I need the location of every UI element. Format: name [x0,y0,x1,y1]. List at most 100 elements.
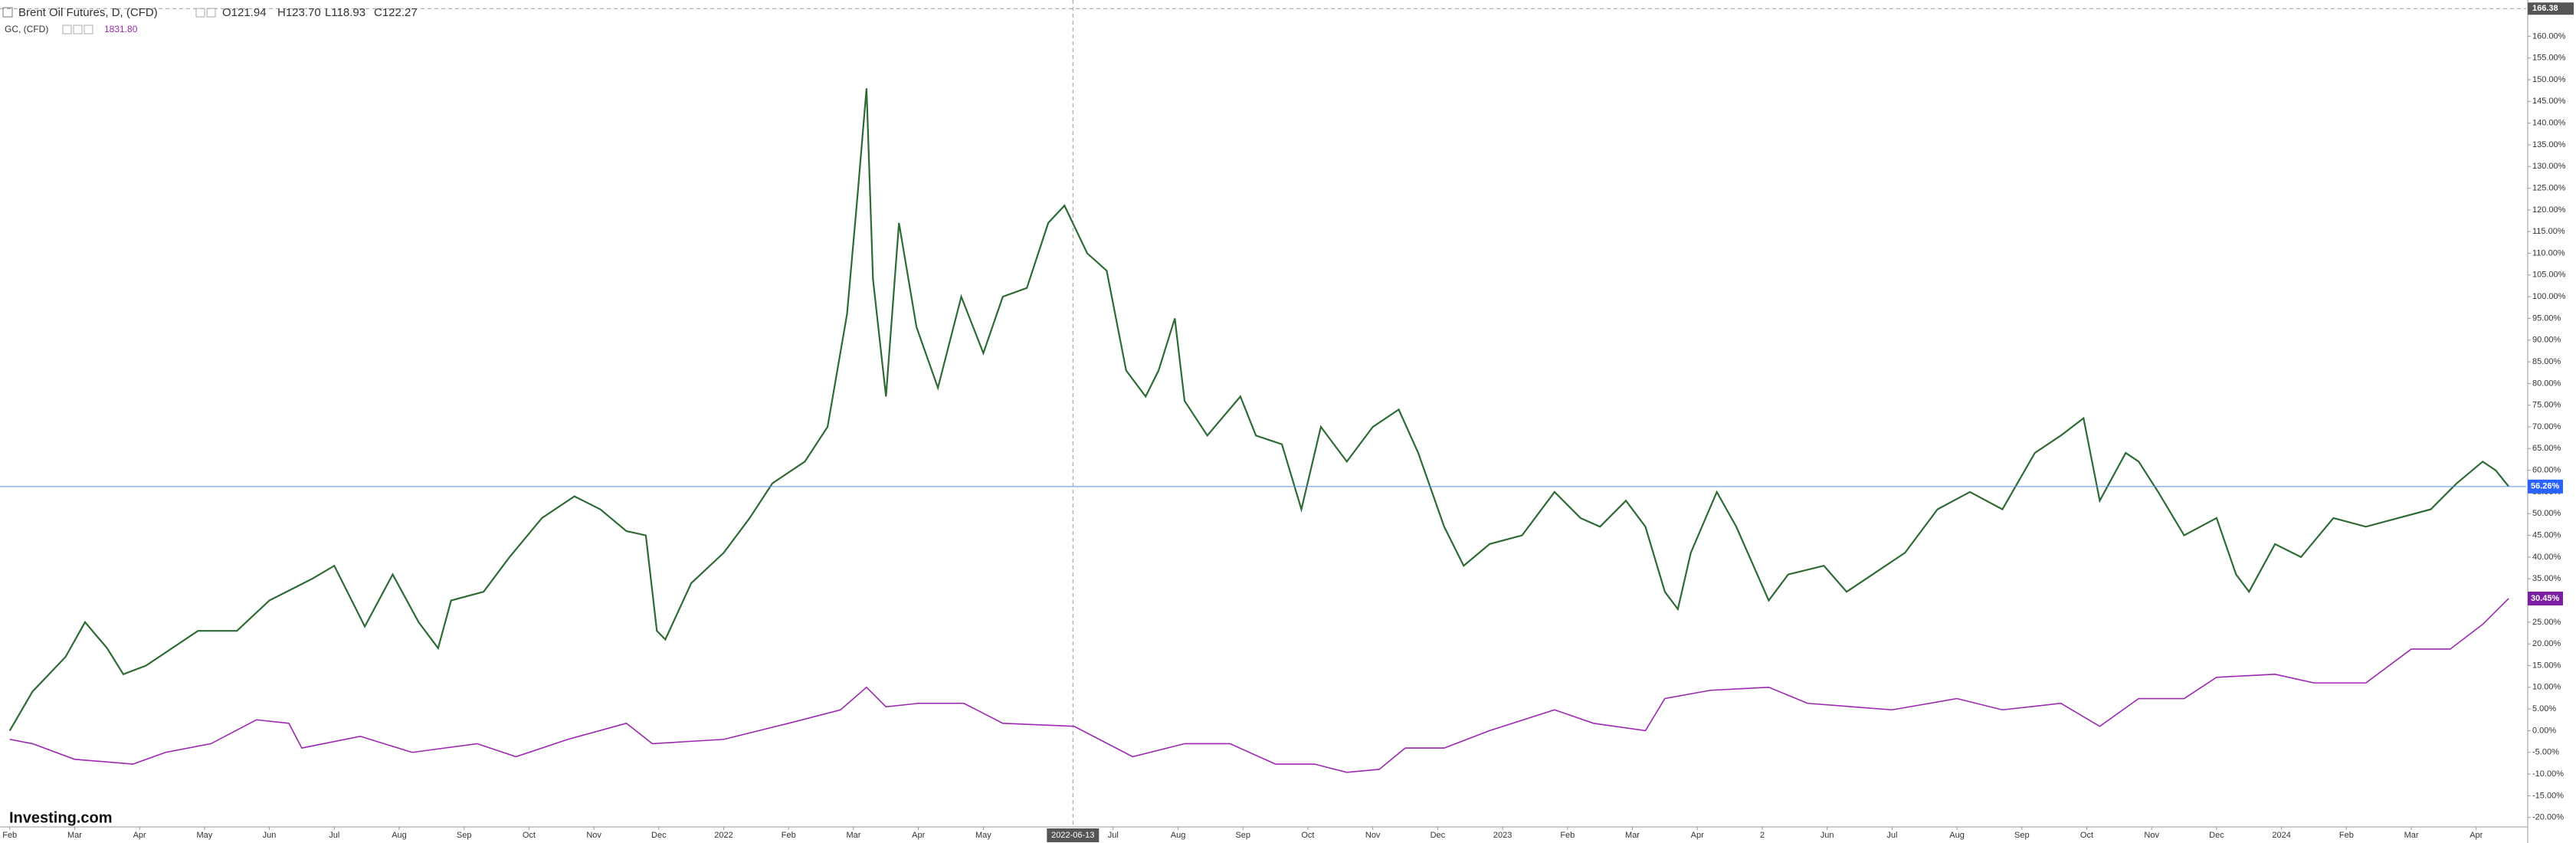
y-tick-label: -10.00% [2532,769,2564,779]
y-tick-label: 100.00% [2532,292,2566,301]
x-tick-label: Mar [1625,831,1640,840]
crosshair-y-label: 166.38 [2532,4,2558,13]
x-tick-label: Feb [2339,831,2354,840]
x-tick-label: Sep [457,831,472,840]
y-tick-label: 155.00% [2532,54,2566,63]
y-tick-label: 75.00% [2532,401,2561,410]
y-tick-label: 15.00% [2532,661,2561,670]
y-tick-label: 45.00% [2532,531,2561,540]
y-tick-label: 95.00% [2532,313,2561,323]
x-tick-label: Nov [2144,831,2159,840]
eye-icon[interactable] [195,8,205,18]
x-tick-label: May [975,831,991,840]
x-tick-label: Sep [2014,831,2030,840]
symbol: Brent Oil Futures, D, (CFD) [18,6,158,19]
x-tick-label: Oct [523,831,536,840]
y-tick-label: 115.00% [2532,227,2565,236]
y-tick-label: 160.00% [2532,31,2566,41]
settings-icon[interactable] [73,25,83,34]
x-tick-label: 2022 [714,831,732,840]
x-tick-label: May [196,831,212,840]
x-tick-label: Aug [392,831,407,840]
y-tick-label: 80.00% [2532,379,2561,388]
y-tick-label: 135.00% [2532,140,2566,149]
y-tick-label: -15.00% [2532,791,2564,800]
x-tick-label: Jul [1886,831,1897,840]
legend-header: Brent Oil Futures, D, (CFD) O121.94 H123… [2,6,418,34]
y-tick-label: 125.00% [2532,183,2566,192]
x-tick-label: Jun [263,831,277,840]
y-tick-label: 25.00% [2532,618,2561,627]
eye-icon[interactable] [62,25,72,34]
series-line [9,598,2509,773]
x-tick-label: Feb [782,831,796,840]
x-tick-label: Sep [1235,831,1250,840]
x-tick-label: Nov [1365,831,1381,840]
crosshair-x-badge [1047,828,1100,842]
compare-value: 1831.80 [104,24,138,34]
x-tick-label: Nov [586,831,601,840]
last-value-label: 56.26% [2531,482,2560,491]
y-tick-label: 10.00% [2532,683,2561,692]
x-tick-label: Mar [2404,831,2419,840]
y-tick-label: 105.00% [2532,271,2566,280]
y-tick-label: 50.00% [2532,509,2561,518]
y-tick-label: 0.00% [2532,726,2556,735]
y-tick-label: -20.00% [2532,813,2564,822]
x-tick-label: 2023 [1493,831,1512,840]
x-tick-label: Jun [1821,831,1834,840]
last-value-badge [2528,591,2563,605]
x-tick-label: Apr [2469,831,2483,840]
y-tick-label: -5.00% [2532,748,2559,757]
x-tick-label: Aug [1949,831,1965,840]
high: H123.70 [277,6,321,19]
y-tick-label: 40.00% [2532,553,2561,562]
x-tick-label: Jul [329,831,339,840]
y-tick-label: 130.00% [2532,162,2566,171]
settings-icon[interactable] [206,8,216,18]
x-tick-label: Feb [2,831,17,840]
logo: Investing.com [9,809,112,826]
y-tick-label: 120.00% [2532,205,2566,215]
y-tick-label: 145.00% [2532,97,2566,106]
open: O121.94 [222,6,267,19]
y-tick-label: 60.00% [2532,466,2561,475]
y-tick-label: 65.00% [2532,444,2561,453]
series-line [8,88,2509,731]
y-tick-label: 5.00% [2532,704,2556,713]
crosshair-y-badge [2528,2,2574,15]
x-tick-label: Apr [1691,831,1704,840]
close: C122.27 [374,6,418,19]
y-tick-label: 70.00% [2532,422,2561,431]
y-tick-label: 20.00% [2532,639,2561,648]
x-tick-label: Oct [2080,831,2093,840]
x-tick-label: Oct [1301,831,1314,840]
collapse-icon[interactable] [2,7,13,18]
x-tick-label: Dec [2209,831,2224,840]
remove-icon[interactable] [84,25,93,34]
y-tick-label: 35.00% [2532,574,2561,583]
x-tick-label: Feb [1560,831,1575,840]
x-tick-label: Dec [1431,831,1446,840]
compare-symbol: GC, (CFD) [5,24,48,34]
y-tick-label: 85.00% [2532,357,2561,366]
y-tick-label: 90.00% [2532,336,2561,345]
y-tick-label: 110.00% [2532,248,2565,257]
last-value-label: 30.45% [2531,594,2560,603]
y-tick-label: 150.00% [2532,75,2566,84]
low: L118.93 [325,6,365,19]
x-tick-label: 2024 [2272,831,2290,840]
x-tick-label: Apr [133,831,146,840]
y-tick-label: 140.00% [2532,119,2566,128]
x-tick-label: Dec [651,831,667,840]
last-value-badge [2528,479,2563,494]
x-tick-label: Mar [846,831,860,840]
crosshair-x-label: 2022-06-13 [1051,831,1094,840]
x-tick-label: Apr [912,831,925,840]
x-tick-label: Aug [1171,831,1186,840]
x-tick-label: Jul [1108,831,1119,840]
x-tick-label: 2 [1760,831,1765,840]
